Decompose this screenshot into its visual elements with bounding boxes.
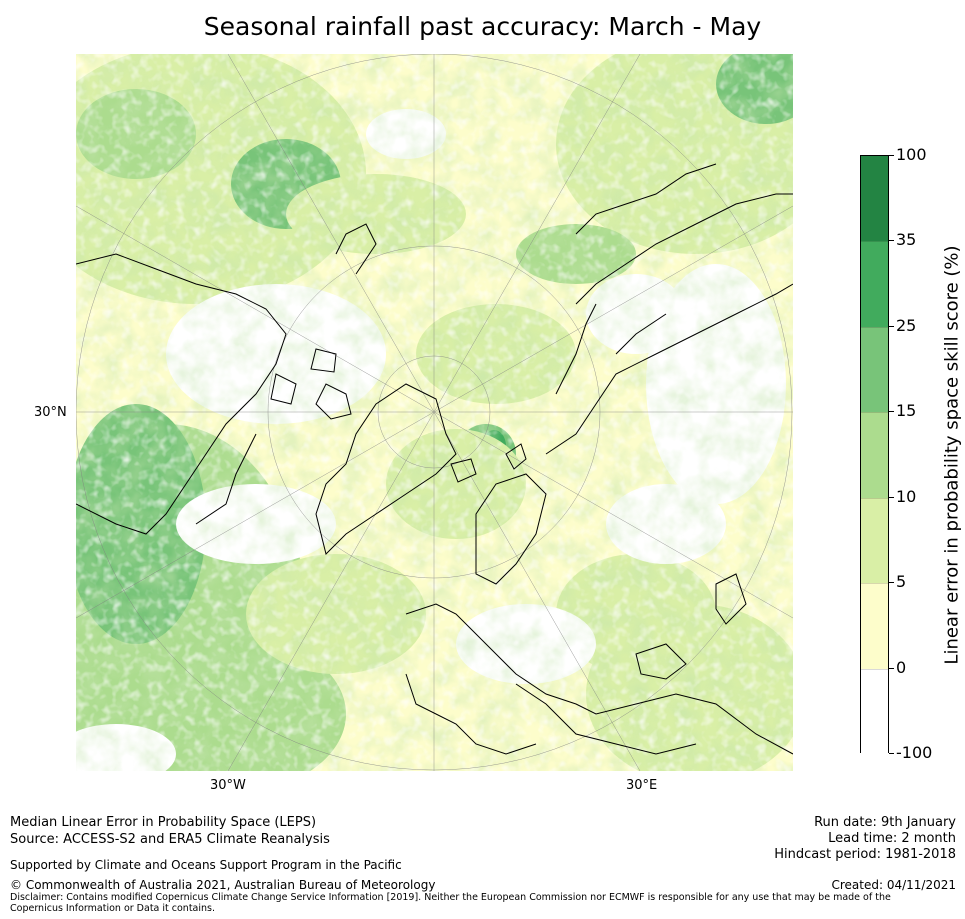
- footer-created-date: Created: 04/11/2021: [831, 878, 956, 892]
- footer-hindcast-period: Hindcast period: 1981-2018: [774, 847, 956, 862]
- colorbar-segment: [861, 497, 888, 585]
- colorbar-tick: [889, 753, 894, 754]
- footer-leps-line: Median Linear Error in Probability Space…: [10, 815, 317, 830]
- colorbar-tick: [889, 411, 894, 413]
- colorbar-tick-label: 100: [896, 145, 927, 164]
- colorbar-segment: [861, 412, 888, 499]
- colorbar-tick-label: 10: [896, 486, 917, 506]
- coastlines: [76, 163, 793, 755]
- colorbar-segment: [861, 326, 888, 414]
- footer-copyright: © Commonwealth of Australia 2021, Austra…: [10, 878, 436, 892]
- lon-label-30w: 30°W: [210, 778, 246, 793]
- lat-label-30n: 30°N: [34, 405, 67, 420]
- colorbar: [860, 155, 889, 755]
- map-title: Seasonal rainfall past accuracy: March -…: [203, 12, 762, 41]
- colorbar-tick-label: 5: [896, 572, 907, 592]
- colorbar-tick-label: -100: [896, 743, 933, 762]
- lon-label-30e: 30°E: [626, 778, 658, 793]
- footer-source-line: Source: ACCESS-S2 and ERA5 Climate Reana…: [10, 832, 330, 847]
- footer-run-date: Run date: 9th January: [814, 815, 956, 830]
- footer-disclaimer: Disclaimer: Contains modified Copernicus…: [10, 892, 891, 914]
- colorbar-tick: [889, 496, 894, 498]
- colorbar-tick: [889, 325, 894, 327]
- skill-score-map: [76, 54, 793, 771]
- colorbar-tick: [889, 582, 894, 584]
- colorbar-segment: [861, 583, 888, 670]
- colorbar-tick: [889, 155, 894, 156]
- colorbar-segment: [861, 241, 888, 328]
- colorbar-segment: [861, 668, 888, 755]
- colorbar-tick-label: 25: [896, 315, 917, 335]
- colorbar-tick-label: 35: [896, 230, 917, 250]
- colorbar-title: Linear error in probability space skill …: [941, 245, 963, 665]
- colorbar-tick-label: 0: [896, 657, 907, 677]
- colorbar-tick-label: 15: [896, 401, 917, 421]
- colorbar-tick: [889, 667, 894, 669]
- colorbar-segment: [861, 156, 888, 242]
- colorbar-tick: [889, 240, 894, 242]
- footer-lead-time: Lead time: 2 month: [828, 831, 956, 846]
- footer-support-line: Supported by Climate and Oceans Support …: [10, 858, 402, 872]
